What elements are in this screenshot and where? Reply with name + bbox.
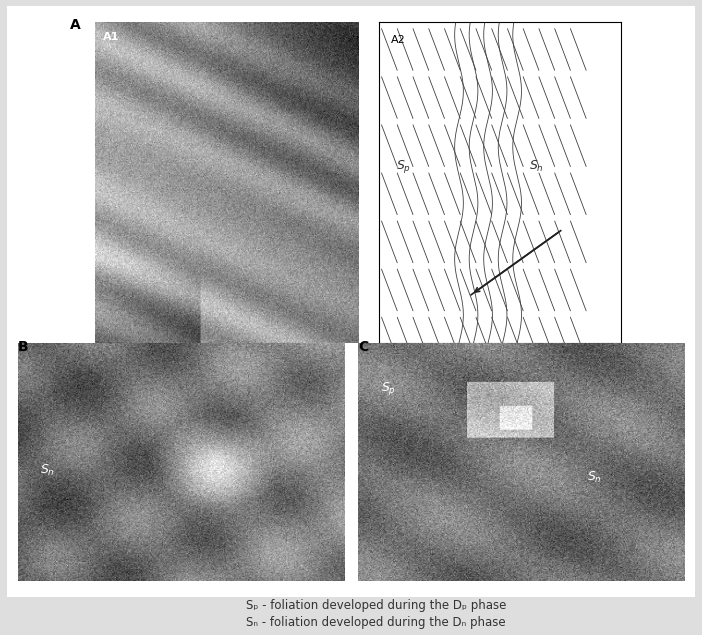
Text: C: C (358, 340, 369, 354)
Text: $S_p$: $S_p$ (381, 380, 396, 397)
Text: $S_p$: $S_p$ (396, 158, 411, 175)
Text: $S_n$: $S_n$ (587, 470, 602, 485)
Text: B: B (18, 340, 28, 354)
Text: A1: A1 (102, 32, 119, 42)
Text: A2: A2 (391, 35, 406, 45)
Text: $S_n$: $S_n$ (529, 159, 544, 174)
Text: A: A (70, 18, 81, 32)
Text: Sₚ - foliation developed during the Dₚ phase: Sₚ - foliation developed during the Dₚ p… (246, 599, 506, 612)
Text: Sₙ - foliation developed during the Dₙ phase: Sₙ - foliation developed during the Dₙ p… (246, 616, 505, 629)
Text: $S_n$: $S_n$ (41, 463, 55, 478)
